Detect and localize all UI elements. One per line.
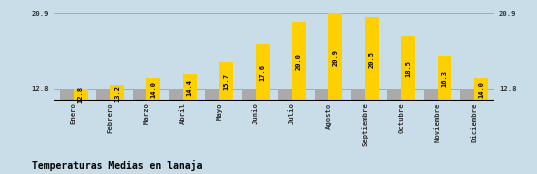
Text: 20.0: 20.0: [296, 53, 302, 70]
Text: 14.0: 14.0: [150, 81, 156, 98]
Bar: [460, 89, 474, 101]
Bar: [242, 89, 256, 101]
Bar: [278, 89, 292, 101]
Bar: [365, 17, 379, 101]
Text: 20.5: 20.5: [369, 51, 375, 68]
Bar: [424, 89, 438, 101]
Bar: [183, 74, 197, 101]
Bar: [147, 78, 161, 101]
Bar: [256, 44, 270, 101]
Text: 13.2: 13.2: [114, 85, 120, 101]
Bar: [401, 36, 415, 101]
Bar: [474, 78, 488, 101]
Bar: [74, 89, 88, 101]
Bar: [133, 89, 147, 101]
Text: 16.3: 16.3: [441, 70, 447, 87]
Text: 15.7: 15.7: [223, 73, 229, 90]
Bar: [292, 22, 306, 101]
Bar: [329, 13, 342, 101]
Bar: [438, 56, 452, 101]
Text: Temperaturas Medias en lanaja: Temperaturas Medias en lanaja: [32, 160, 202, 171]
Text: 20.9: 20.9: [332, 49, 338, 66]
Bar: [351, 89, 365, 101]
Bar: [387, 89, 401, 101]
Bar: [315, 89, 329, 101]
Bar: [96, 89, 110, 101]
Text: 14.4: 14.4: [187, 79, 193, 96]
Text: 18.5: 18.5: [405, 60, 411, 77]
Bar: [206, 89, 219, 101]
Text: 14.0: 14.0: [478, 81, 484, 98]
Bar: [60, 89, 74, 101]
Text: 17.6: 17.6: [259, 64, 266, 81]
Text: 12.8: 12.8: [78, 86, 84, 103]
Bar: [110, 85, 124, 101]
Bar: [169, 89, 183, 101]
Bar: [219, 62, 233, 101]
